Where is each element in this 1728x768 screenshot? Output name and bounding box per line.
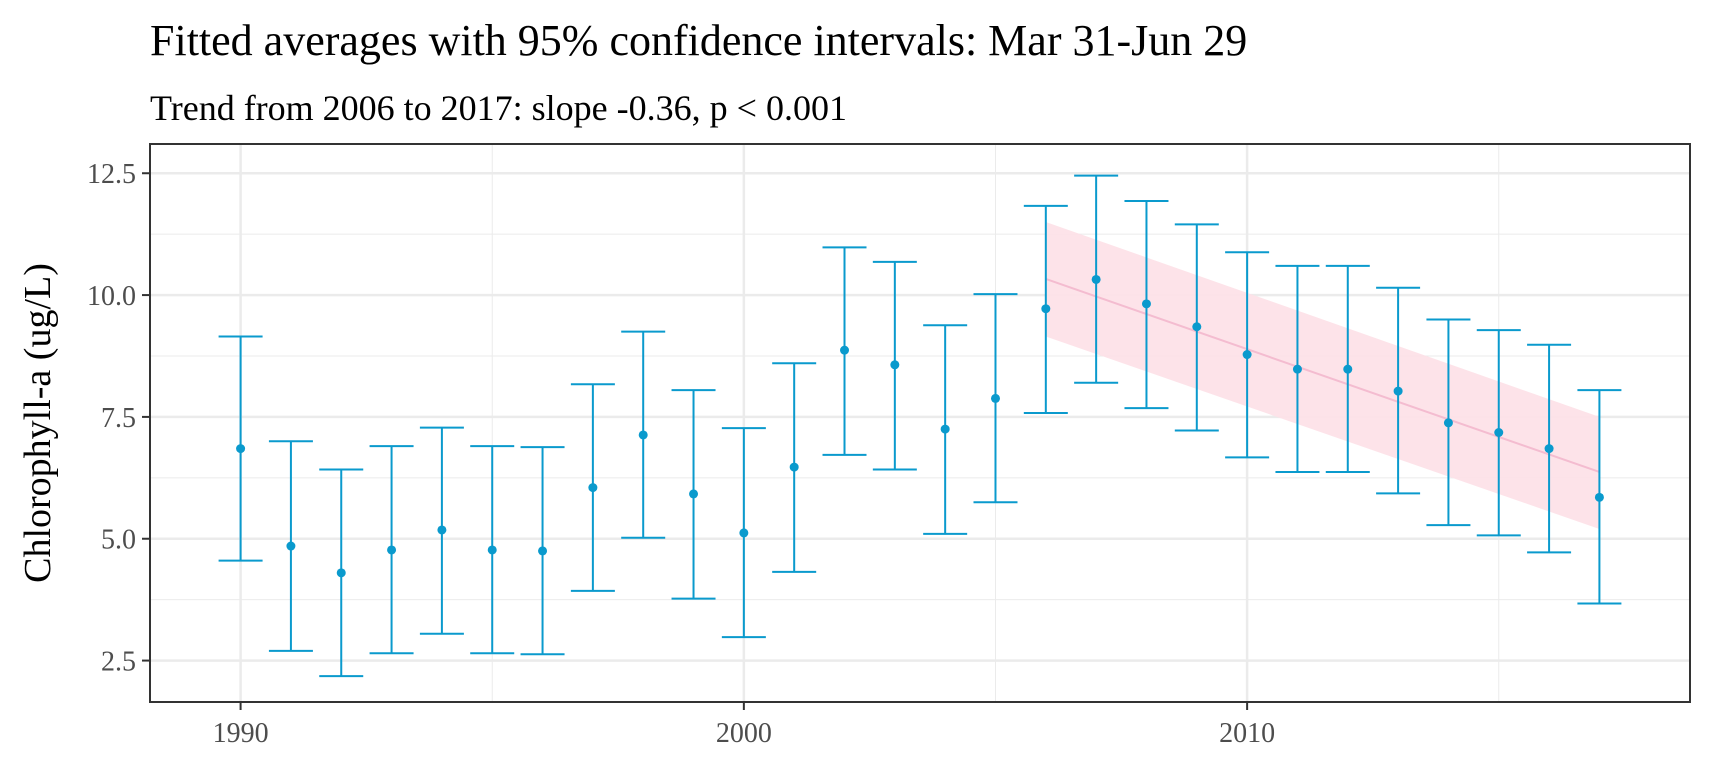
data-point [1192, 322, 1202, 332]
data-point [1091, 274, 1101, 284]
chart-subtitle: Trend from 2006 to 2017: slope -0.36, p … [150, 88, 847, 128]
data-point [487, 545, 497, 555]
data-point [1443, 418, 1453, 428]
data-point [286, 541, 296, 551]
data-point [890, 360, 900, 370]
data-point [1343, 364, 1353, 374]
data-point [1393, 386, 1403, 396]
data-point [1242, 350, 1252, 360]
data-point [638, 430, 648, 440]
data-point [1141, 299, 1151, 309]
data-point [789, 462, 799, 472]
y-tick-label: 2.5 [101, 647, 136, 678]
errorbar-layer [218, 174, 1622, 678]
y-tick-label: 10.0 [87, 281, 136, 312]
data-point [236, 444, 246, 454]
chart-title: Fitted averages with 95% confidence inte… [150, 16, 1247, 65]
y-tick-label: 12.5 [87, 159, 136, 190]
x-tick-label: 2000 [716, 718, 772, 749]
x-axis: 1990 2000 2010 [213, 702, 1275, 749]
data-point [336, 568, 346, 578]
data-point [1494, 428, 1504, 438]
x-tick-label: 1990 [213, 718, 269, 749]
panel-border [149, 143, 1691, 703]
y-axis-title: Chlorophyll-a (ug/L) [17, 263, 59, 583]
data-point [387, 545, 397, 555]
data-point [538, 546, 548, 556]
data-point [739, 528, 749, 538]
trend-line [1045, 278, 1600, 473]
data-point [437, 525, 447, 535]
y-axis: 2.5 5.0 7.5 10.0 12.5 [87, 159, 150, 678]
data-point [1041, 304, 1051, 314]
data-point [840, 345, 850, 355]
point-layer [236, 274, 1604, 578]
data-point [990, 393, 1000, 403]
trend-layer [1045, 221, 1600, 529]
data-point [940, 424, 950, 434]
y-tick-label: 7.5 [101, 403, 136, 434]
y-tick-label: 5.0 [101, 525, 136, 556]
x-tick-label: 2010 [1219, 718, 1275, 749]
data-point [588, 483, 598, 493]
data-point [1594, 492, 1604, 502]
data-point [1544, 444, 1554, 454]
data-point [689, 489, 699, 499]
data-point [1292, 364, 1302, 374]
